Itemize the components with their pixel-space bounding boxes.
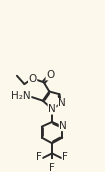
Text: F: F [36,152,42,162]
Text: F: F [49,163,55,172]
Text: N: N [59,121,67,131]
Text: H₂N: H₂N [11,91,31,101]
Text: O: O [29,74,37,84]
Text: N: N [58,99,66,109]
Text: O: O [46,70,54,80]
Text: N: N [48,104,56,114]
Text: F: F [62,152,68,162]
